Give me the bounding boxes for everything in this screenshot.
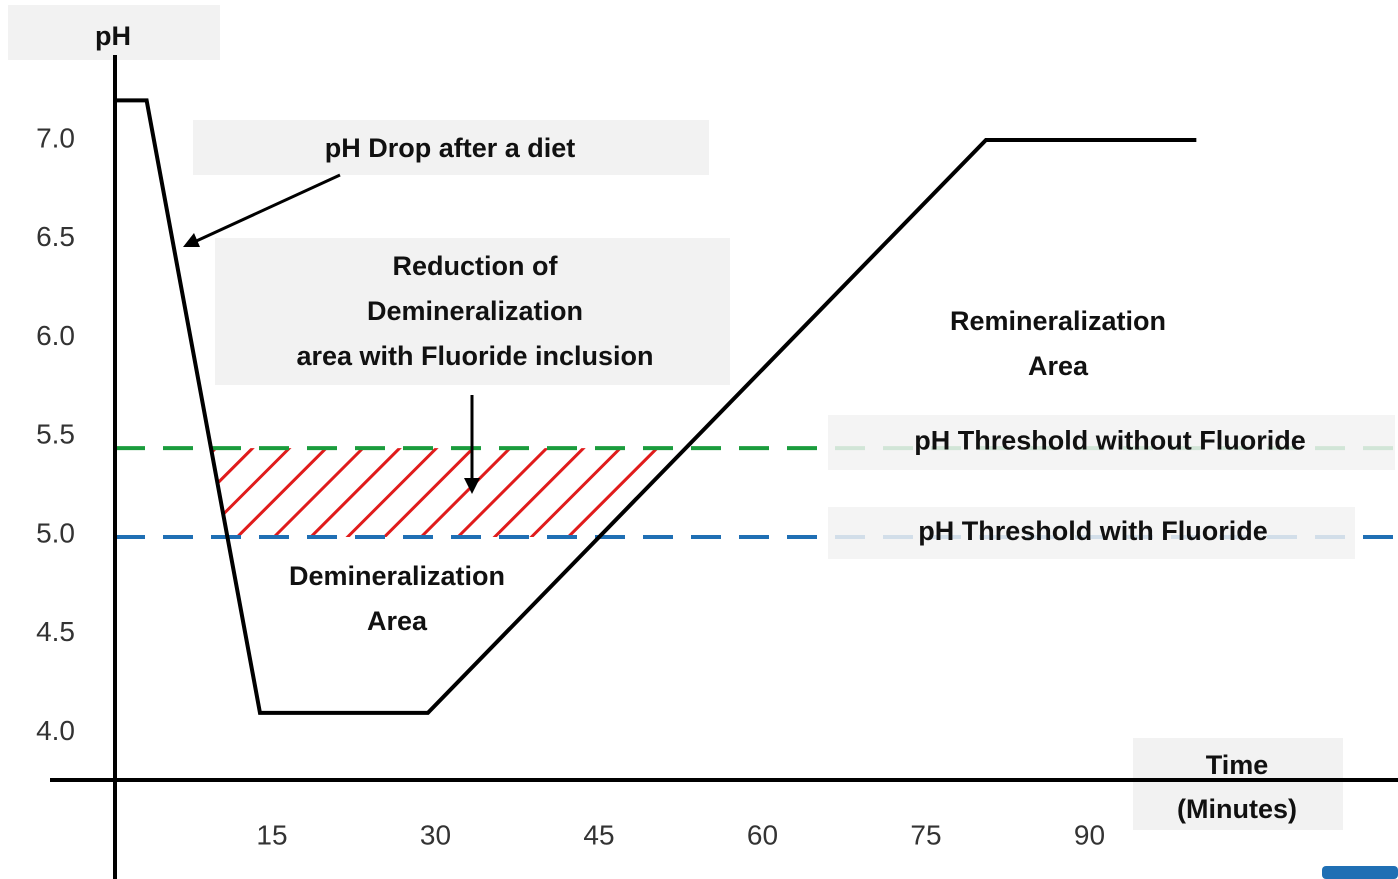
x-tick-label: 45 — [583, 819, 614, 850]
arrow-head — [183, 233, 200, 247]
annotation: Reduction of — [393, 251, 559, 281]
arrow — [191, 173, 341, 245]
threshold-label: pH Threshold without Fluoride — [914, 426, 1305, 456]
arrow-head — [464, 478, 480, 494]
y-tick-label: 5.5 — [36, 419, 75, 450]
annotation: Demineralization — [289, 561, 505, 591]
y-tick-label: 4.5 — [36, 616, 75, 647]
annotation: area with Fluoride inclusion — [296, 341, 653, 371]
y-tick-label: 4.0 — [36, 715, 75, 746]
x-tick-label: 30 — [420, 819, 451, 850]
x-tick-label: 75 — [910, 819, 941, 850]
label-box — [193, 120, 709, 175]
label-box — [1133, 738, 1343, 830]
annotation: Area — [367, 606, 428, 636]
annotation: Remineralization — [950, 306, 1166, 336]
x-axis-label: Time — [1206, 750, 1269, 780]
y-axis-label: pH — [95, 21, 131, 51]
y-tick-label: 5.0 — [36, 517, 75, 548]
label-box — [215, 238, 730, 385]
annotation: pH Drop after a diet — [325, 133, 576, 163]
badge — [1322, 866, 1398, 879]
annotation: Demineralization — [367, 296, 583, 326]
threshold-label: pH Threshold with Fluoride — [918, 516, 1267, 546]
label-box — [828, 507, 1355, 559]
label-box — [828, 415, 1395, 470]
hatched-area — [210, 448, 686, 538]
x-tick-label: 60 — [747, 819, 778, 850]
x-axis-label: (Minutes) — [1177, 794, 1297, 824]
line — [115, 98, 1197, 715]
annotation: Area — [1028, 351, 1089, 381]
y-tick-label: 6.5 — [36, 221, 75, 252]
label-box — [8, 5, 220, 60]
x-tick-label: 90 — [1074, 819, 1105, 850]
x-tick-label: 15 — [256, 819, 287, 850]
plot: pH Threshold without Fluoride pH Threshol… — [36, 55, 1398, 879]
y-tick-label: 7.0 — [36, 122, 75, 153]
y-tick-label: 6.0 — [36, 320, 75, 351]
